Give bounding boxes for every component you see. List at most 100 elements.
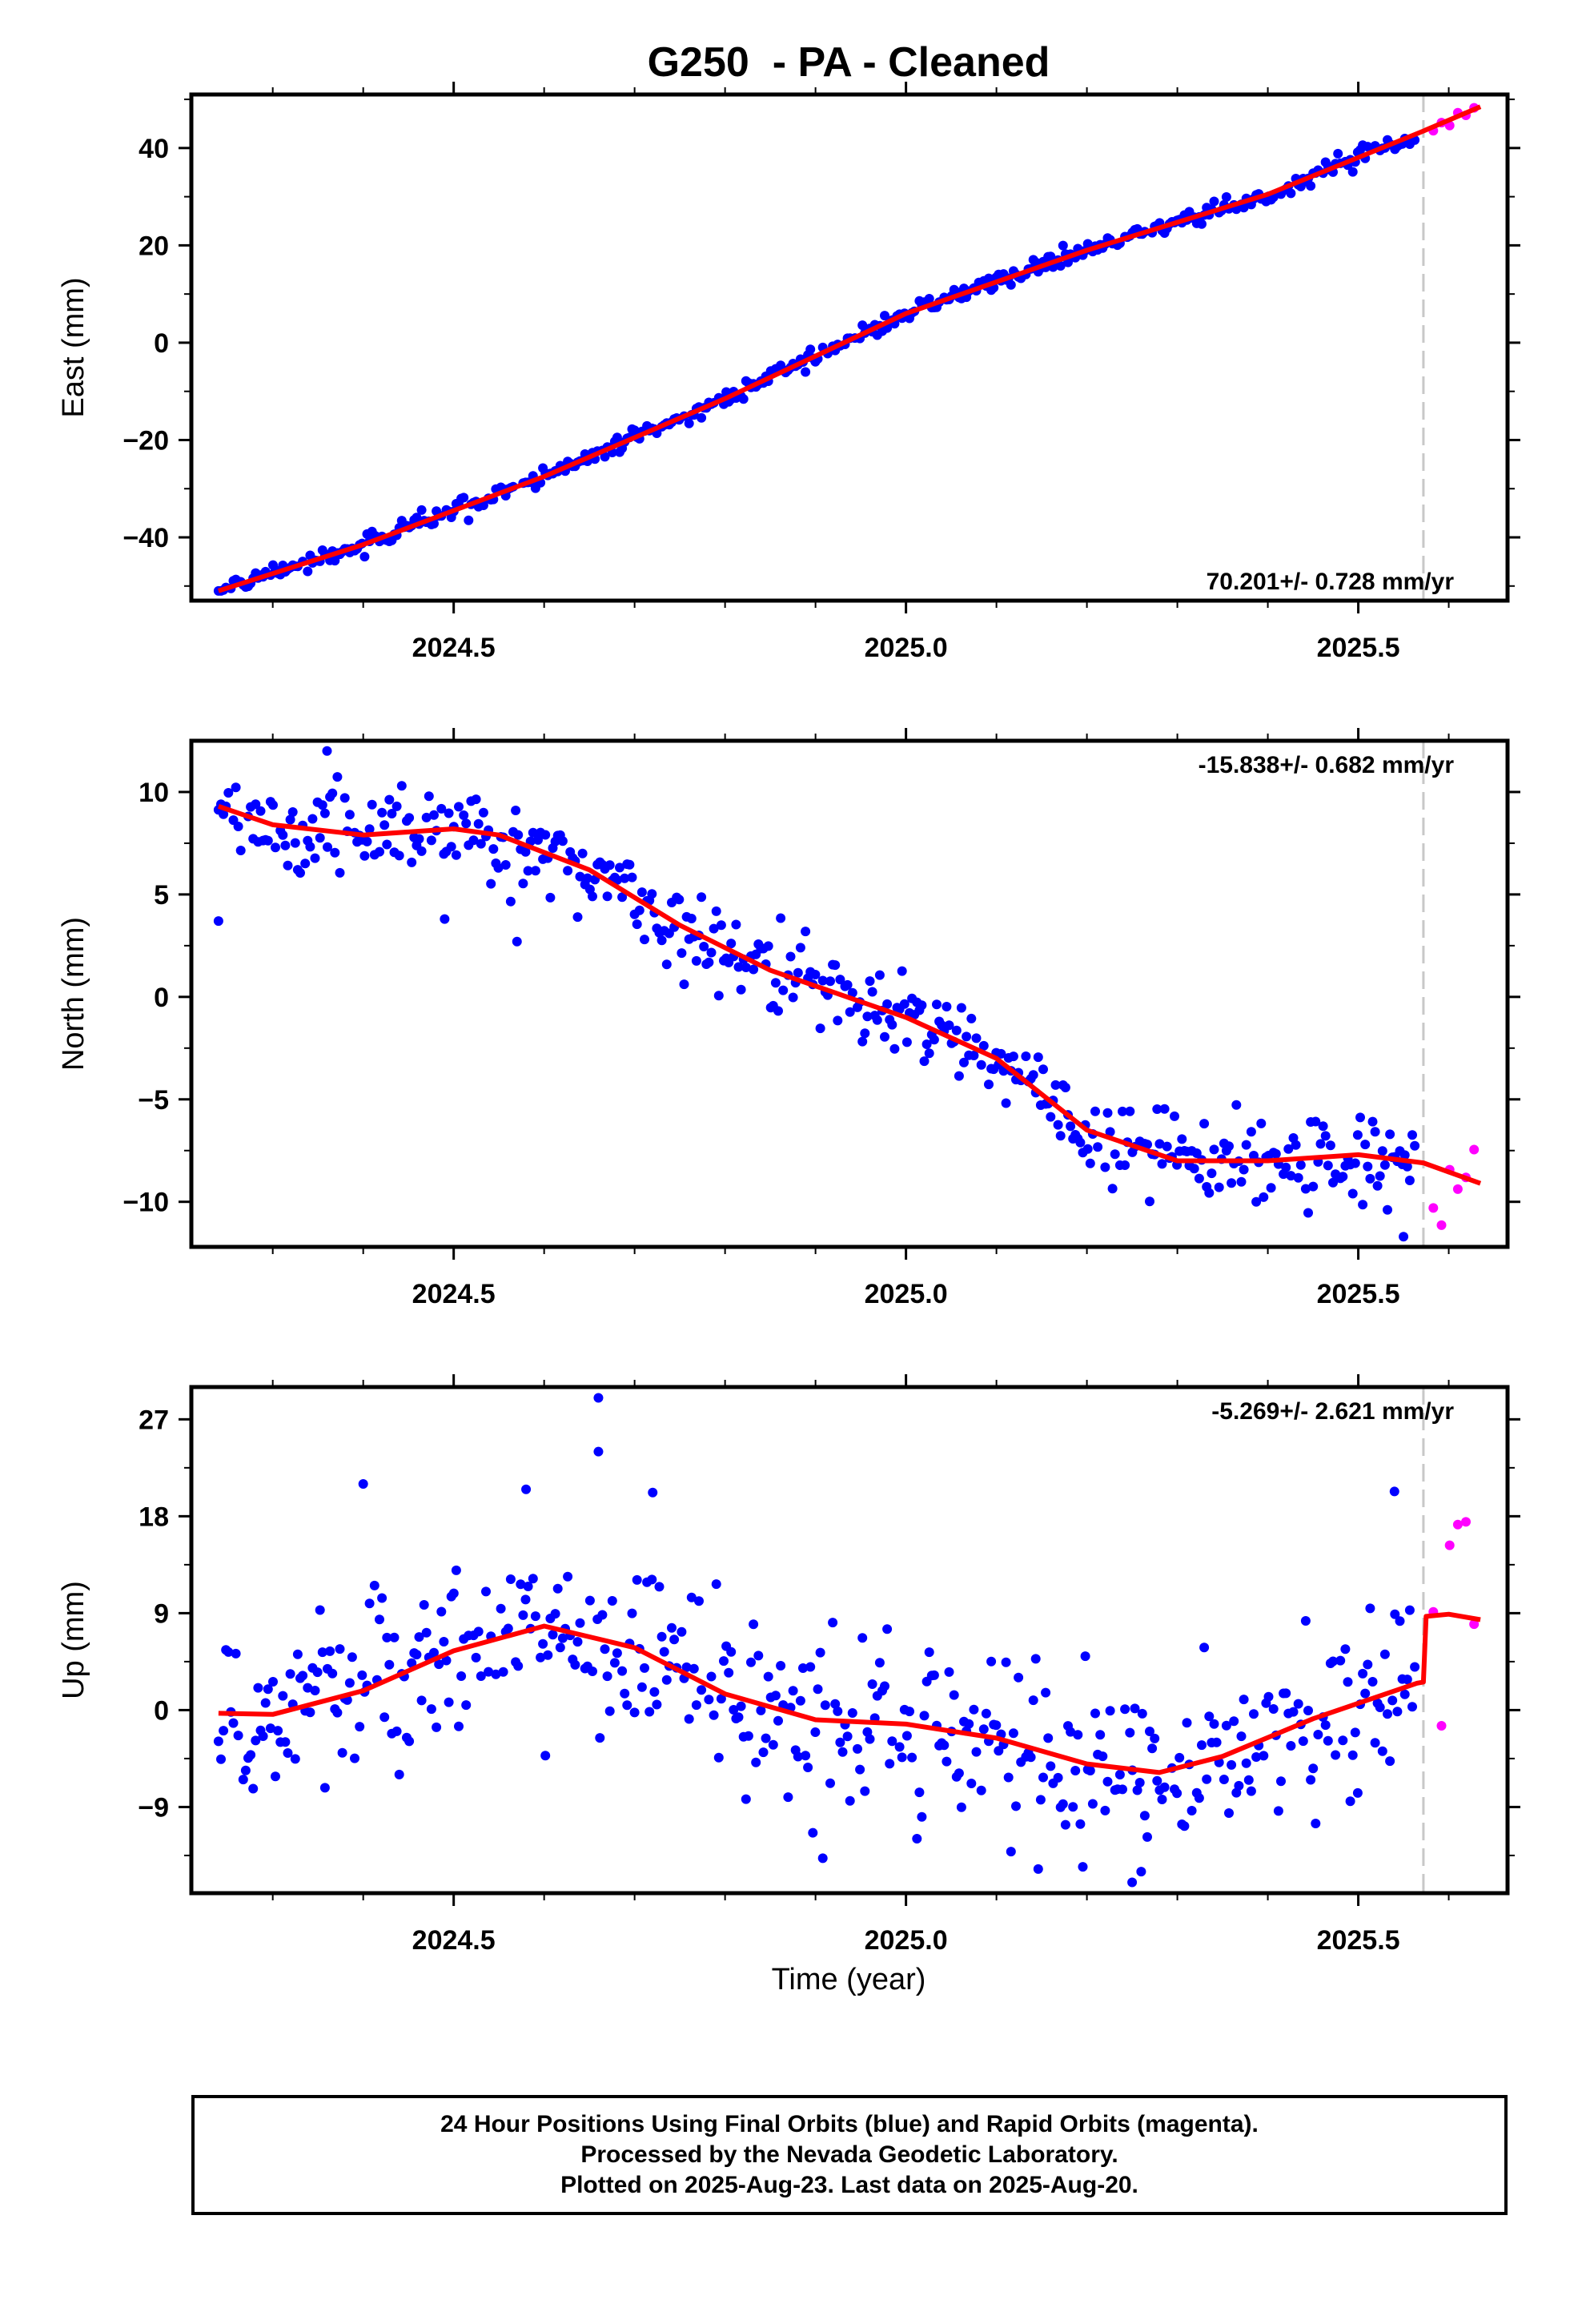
- final-orbit-point: [414, 1632, 424, 1642]
- final-orbit-point: [228, 1718, 239, 1728]
- final-orbit-point: [593, 1393, 604, 1403]
- velocity-rate-label: -5.269+/- 2.621 mm/yr: [1211, 1398, 1454, 1425]
- final-orbit-point: [1073, 1730, 1083, 1740]
- final-orbit-point: [429, 1647, 439, 1658]
- final-orbit-point: [307, 814, 318, 824]
- final-orbit-point: [1142, 1140, 1152, 1150]
- final-orbit-point: [575, 871, 585, 882]
- final-orbit-point: [1313, 1730, 1323, 1739]
- final-orbit-point: [647, 1574, 657, 1585]
- final-orbit-point: [530, 1611, 540, 1622]
- final-orbit-point: [604, 1706, 615, 1716]
- final-orbit-point: [496, 1603, 506, 1614]
- final-orbit-point: [557, 1633, 568, 1643]
- final-orbit-point: [1328, 1656, 1338, 1667]
- final-orbit-point: [1311, 1116, 1321, 1127]
- final-orbit-point: [317, 1647, 327, 1658]
- final-orbit-point: [885, 1759, 895, 1769]
- x-axis-label: Time (year): [772, 1963, 926, 1996]
- final-orbit-point: [1070, 1766, 1081, 1775]
- final-orbit-point: [1347, 1188, 1358, 1199]
- final-orbit-point: [704, 1695, 714, 1705]
- final-orbit-point: [770, 1691, 781, 1701]
- final-orbit-point: [557, 836, 568, 846]
- final-orbit-point: [1266, 1183, 1276, 1193]
- final-orbit-point: [817, 1853, 828, 1864]
- final-orbit-point: [1147, 1743, 1158, 1754]
- final-orbit-point: [795, 943, 805, 953]
- final-orbit-point: [632, 919, 642, 930]
- final-orbit-point: [736, 984, 746, 995]
- final-orbit-point: [377, 807, 387, 818]
- final-orbit-point: [357, 1670, 367, 1680]
- final-orbit-point: [1100, 1805, 1110, 1815]
- final-orbit-point: [584, 1595, 595, 1606]
- final-orbit-point: [1058, 1799, 1068, 1809]
- final-orbit-point: [1246, 1127, 1256, 1137]
- final-orbit-point: [303, 1683, 313, 1693]
- final-orbit-point: [1209, 1144, 1219, 1155]
- final-orbit-point: [1399, 1150, 1410, 1160]
- final-orbit-point: [263, 1684, 273, 1695]
- final-orbit-point: [872, 1015, 882, 1025]
- final-orbit-point: [684, 418, 694, 428]
- final-orbit-point: [677, 948, 687, 959]
- final-orbit-point: [248, 1783, 259, 1794]
- final-orbit-point: [1288, 1707, 1299, 1717]
- final-orbit-point: [459, 810, 469, 820]
- final-orbit-point: [726, 939, 737, 949]
- final-orbit-point: [391, 1726, 402, 1736]
- final-orbit-point: [986, 1656, 997, 1667]
- final-orbit-point: [337, 1747, 347, 1758]
- final-orbit-point: [1209, 196, 1219, 207]
- final-orbit-point: [942, 1002, 952, 1011]
- final-orbit-point: [364, 1598, 375, 1609]
- x-tick-label: 2024.5: [412, 1279, 496, 1309]
- final-orbit-point: [862, 1011, 873, 1022]
- final-orbit-point: [503, 1623, 513, 1634]
- final-orbit-point: [966, 1013, 977, 1023]
- final-orbit-point: [808, 1827, 818, 1838]
- final-orbit-point: [540, 1751, 551, 1761]
- final-orbit-point: [1028, 1070, 1038, 1080]
- x-tick-label: 2025.0: [865, 633, 948, 663]
- final-orbit-point: [303, 566, 313, 577]
- rapid-orbit-point: [1452, 1184, 1463, 1194]
- final-orbit-point: [478, 501, 488, 510]
- final-orbit-point: [481, 1586, 491, 1597]
- final-orbit-point: [711, 1579, 721, 1590]
- final-orbit-point: [825, 1778, 835, 1788]
- x-tick-label: 2025.5: [1317, 1925, 1400, 1956]
- final-orbit-point: [640, 935, 649, 945]
- final-orbit-point: [1110, 1149, 1120, 1160]
- final-orbit-point: [634, 905, 644, 915]
- final-orbit-point: [1055, 261, 1066, 271]
- final-orbit-point: [612, 1648, 622, 1659]
- final-orbit-point: [1308, 1181, 1319, 1192]
- final-orbit-point: [1352, 1787, 1363, 1798]
- final-orbit-point: [615, 862, 624, 873]
- final-orbit-point: [600, 1644, 610, 1655]
- final-orbit-point: [1358, 1200, 1368, 1210]
- x-tick-label: 2025.5: [1317, 1279, 1400, 1309]
- final-orbit-point: [278, 830, 288, 840]
- final-orbit-point: [468, 835, 479, 846]
- final-orbit-point: [285, 814, 295, 825]
- final-orbit-point: [776, 1661, 786, 1671]
- final-orbit-point: [629, 1707, 640, 1718]
- final-orbit-point: [1137, 1708, 1147, 1719]
- final-orbit-point: [335, 1644, 345, 1655]
- final-orbit-point: [446, 842, 456, 852]
- final-orbit-point: [520, 1594, 531, 1605]
- y-axis-label: Up (mm): [57, 1581, 90, 1699]
- final-orbit-point: [917, 1811, 927, 1822]
- final-orbit-point: [620, 873, 630, 883]
- final-orbit-point: [1410, 1662, 1420, 1672]
- final-orbit-point: [1078, 1862, 1088, 1872]
- final-orbit-point: [260, 1698, 271, 1708]
- final-orbit-point: [733, 962, 744, 972]
- final-orbit-point: [523, 1582, 533, 1591]
- final-orbit-point: [758, 1747, 769, 1758]
- final-orbit-point: [1066, 1121, 1076, 1132]
- final-orbit-point: [612, 432, 622, 443]
